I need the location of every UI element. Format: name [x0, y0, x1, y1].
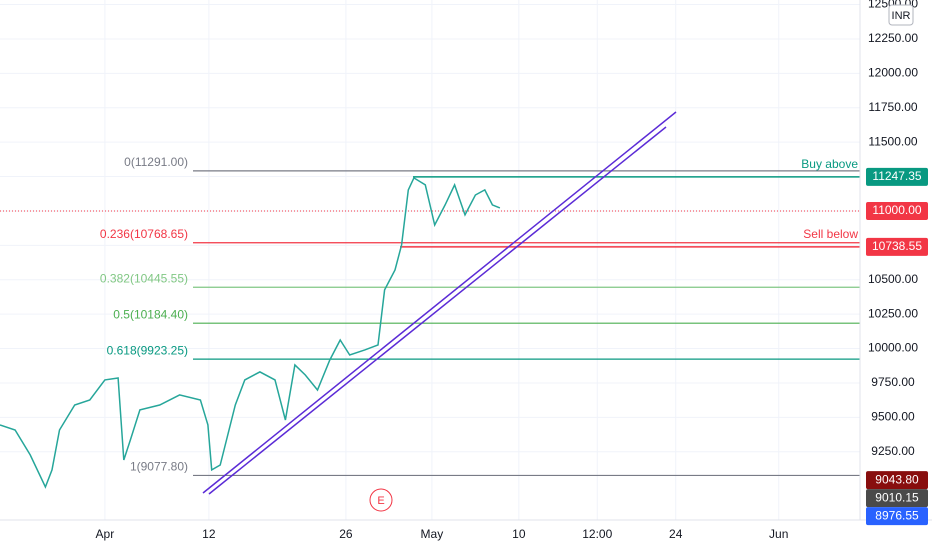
- price-tag-label: 9010.15: [875, 490, 919, 504]
- price-tag: [866, 489, 928, 508]
- currency[interactable]: INR: [892, 10, 911, 22]
- x-tick-label: 24: [669, 527, 683, 541]
- price-tag-label: 11247.35: [872, 169, 921, 183]
- trend-line: [202, 111, 677, 494]
- price-tag-label: 11000.00: [872, 203, 921, 217]
- trend-line: [208, 126, 667, 495]
- y-tick-label: 10250.00: [868, 306, 918, 320]
- fib-label: 0.5(10184.40): [113, 307, 188, 321]
- currency-box[interactable]: [888, 4, 914, 26]
- y-tick-label: 11500.00: [868, 134, 917, 148]
- y-tick-label: 12000.00: [868, 66, 918, 80]
- grid: [0, 0, 860, 520]
- price-line: [0, 176, 501, 489]
- fib-label: 0.382(10445.55): [100, 271, 188, 285]
- x-tick-label: 26: [339, 527, 353, 541]
- x-tick-label: 12: [202, 527, 216, 541]
- x-tick-label: May: [421, 527, 444, 541]
- x-tick-label: Apr: [96, 527, 115, 541]
- event-marker[interactable]: [369, 488, 393, 512]
- y-tick-label: 11750.00: [868, 100, 917, 114]
- fib-label: 0.236(10768.65): [100, 227, 188, 241]
- price-tag: [866, 471, 928, 490]
- plot: 0(11291.00) 0.236(10768.65) 0.382(10445.55…: [0, 155, 860, 489]
- fib-label: 0(11291.00): [124, 155, 188, 169]
- price-tag: [866, 237, 928, 256]
- price-tag-label: 9043.80: [875, 472, 919, 486]
- x-tick-label: 10: [512, 527, 526, 541]
- y-tick-label: 9750.00: [871, 375, 915, 389]
- x-tick-label: 12:00: [582, 527, 612, 541]
- y-tick-label: 10000.00: [868, 341, 918, 355]
- fib-label: 1(9077.80): [130, 460, 188, 474]
- price-tag-label: 10738.55: [872, 239, 922, 253]
- event-marker-label[interactable]: E: [377, 495, 384, 507]
- y-tick-label: 9250.00: [871, 444, 915, 458]
- y-tick-label: 12250.00: [868, 31, 918, 45]
- price-tag: [866, 507, 928, 526]
- x-tick-label: Jun: [769, 527, 788, 541]
- price-tag: [866, 201, 928, 220]
- y-tick-label: 10500.00: [868, 272, 918, 286]
- level-label: Buy above: [801, 157, 858, 171]
- fib-label: 0.618(9923.25): [107, 343, 188, 357]
- price-tag-label: 8976.55: [875, 508, 919, 522]
- level-label: Sell below: [803, 227, 858, 241]
- price-tag: [866, 167, 928, 186]
- y-tick-label: 9500.00: [871, 410, 915, 424]
- axes: 9250.00 9500.00 9750.00 10000.00 10250.00 105…: [96, 0, 928, 541]
